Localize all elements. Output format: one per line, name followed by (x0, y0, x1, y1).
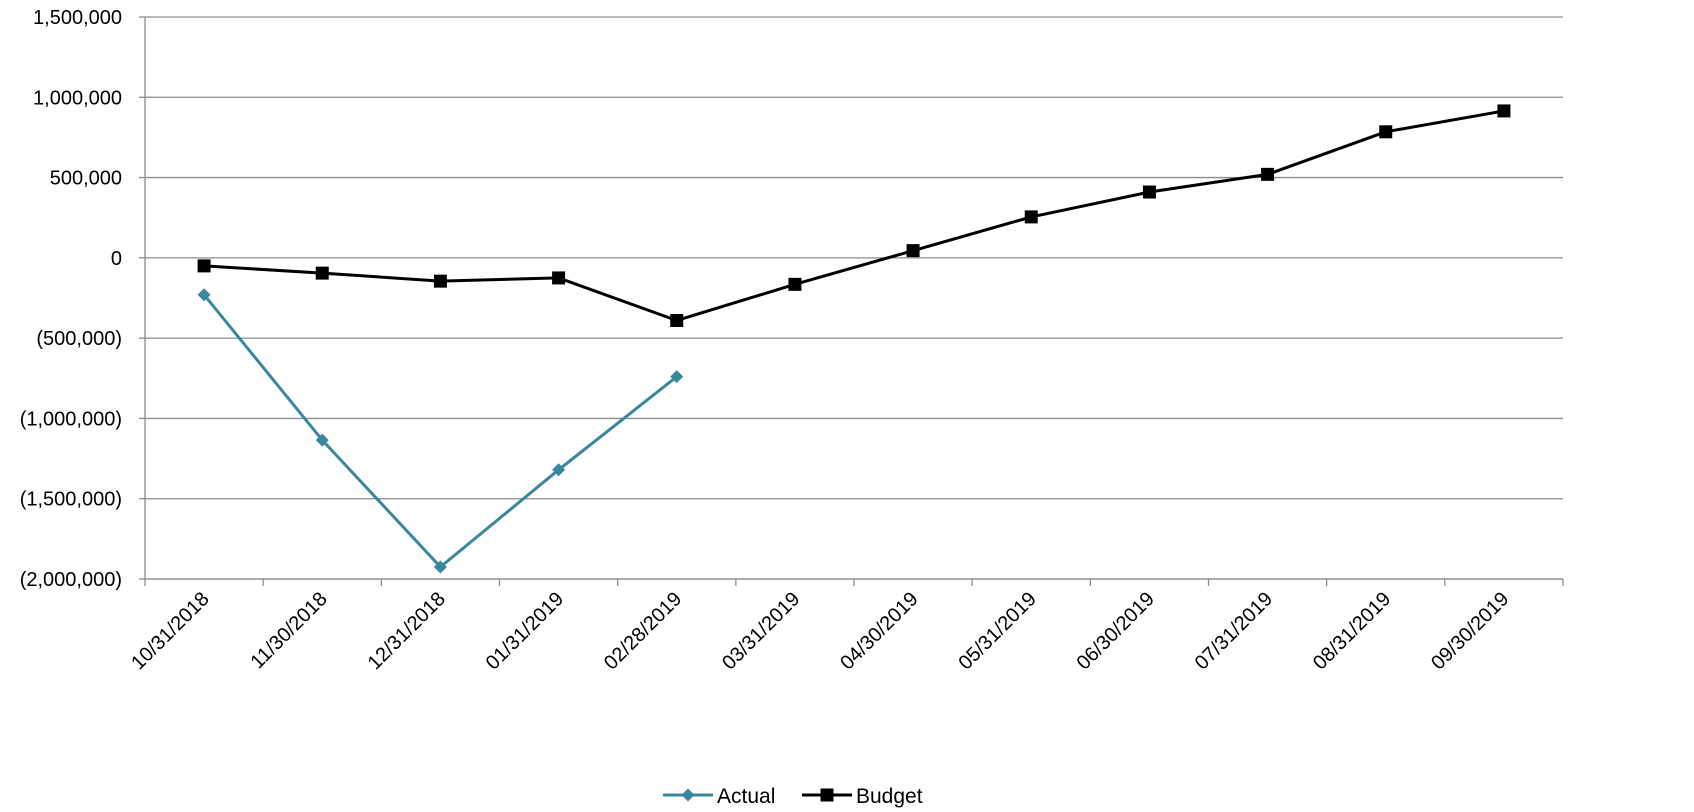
data-point-budget (1261, 167, 1275, 181)
legend-marker-actual (681, 788, 695, 802)
data-point-budget (906, 244, 920, 258)
data-point-budget (1024, 210, 1038, 224)
y-tick-label: (2,000,000) (20, 569, 122, 591)
data-point-actual (197, 288, 211, 302)
data-point-budget (1142, 185, 1156, 199)
x-tick-label: 10/31/2018 (127, 588, 213, 674)
data-point-actual (433, 560, 447, 574)
data-point-budget (197, 259, 211, 273)
legend: Actual Budget (663, 785, 923, 808)
data-point-actual (315, 433, 329, 447)
x-tick-label: 06/30/2019 (1073, 588, 1159, 674)
legend-marker-budget (820, 788, 834, 802)
data-point-budget (788, 277, 802, 291)
data-point-budget (670, 313, 684, 327)
series-line-budget (203, 109, 1505, 322)
legend-label-budget: Budget (856, 785, 923, 808)
x-tick-label: 02/28/2019 (600, 588, 686, 674)
data-point-budget (1379, 125, 1393, 139)
x-axis: 10/31/2018 11/30/2018 12/31/2018 01/31/2019… (127, 578, 1564, 674)
x-tick-label: 07/31/2019 (1191, 588, 1277, 674)
y-tick-label: (500,000) (36, 328, 122, 350)
x-tick-label: 12/31/2018 (364, 588, 450, 674)
x-tick-label: 09/30/2019 (1427, 588, 1513, 674)
y-tick-label: (1,000,000) (20, 408, 122, 430)
y-tick-label: 0 (111, 248, 122, 270)
y-tick-label: 1,500,000 (33, 7, 122, 29)
data-point-actual (552, 463, 566, 477)
y-axis: 1,500,000 1,000,000 500,000 0 (500,000) (1,00… (20, 7, 146, 591)
y-tick-label: (1,500,000) (20, 489, 122, 511)
series-group (197, 104, 1511, 574)
data-point-actual (670, 370, 684, 384)
x-tick-label: 08/31/2019 (1309, 588, 1395, 674)
data-point-budget (552, 271, 566, 285)
data-point-budget (315, 266, 329, 280)
x-tick-label: 05/31/2019 (954, 588, 1040, 674)
y-tick-label: 1,000,000 (33, 87, 122, 109)
data-point-budget (433, 274, 447, 288)
x-tick-label: 04/30/2019 (836, 588, 922, 674)
data-point-budget (1497, 104, 1511, 118)
y-tick-label: 500,000 (50, 168, 122, 190)
series-line-actual (202, 293, 678, 569)
gridlines (145, 16, 1563, 580)
legend-label-actual: Actual (717, 785, 775, 808)
x-tick-label: 11/30/2018 (246, 588, 331, 673)
x-tick-label: 01/31/2019 (482, 588, 568, 674)
x-tick-label: 03/31/2019 (718, 588, 804, 674)
